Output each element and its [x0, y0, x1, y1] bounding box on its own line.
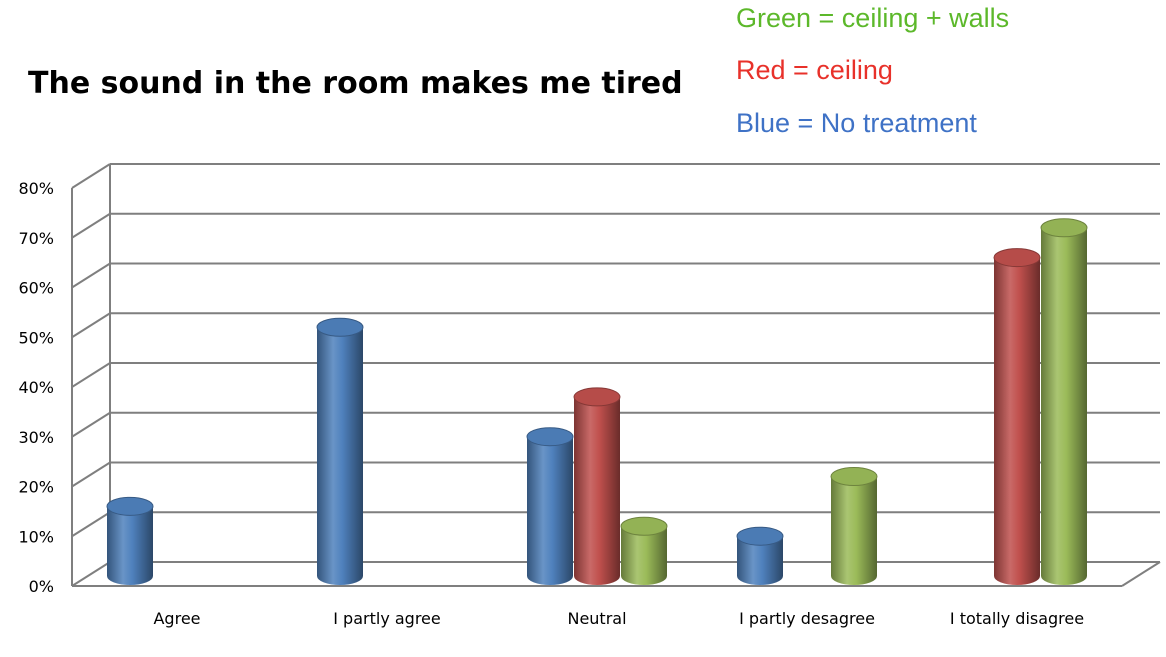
bar: [993, 248, 1041, 585]
y-tick-label: 50%: [18, 328, 54, 347]
y-axis-tick-labels: 0% 10% 20% 30% 40% 50% 60% 70% 80%: [18, 179, 54, 596]
gridline: [71, 163, 1160, 189]
gridline: [71, 511, 1160, 538]
y-tick-label: 40%: [18, 378, 54, 397]
legend-blue-note: Blue = No treatment: [736, 108, 977, 138]
x-tick-label: Agree: [153, 609, 200, 628]
legend-green-note: Green = ceiling + walls: [736, 3, 1010, 33]
gridline: [71, 262, 1160, 289]
x-tick-label: Neutral: [567, 609, 626, 628]
x-tick-label: I partly desagree: [739, 609, 875, 628]
x-tick-label: I partly agree: [333, 609, 441, 628]
y-tick-label: 20%: [18, 478, 54, 497]
y-tick-label: 70%: [18, 229, 54, 248]
y-tick-label: 10%: [18, 527, 54, 546]
bar: [316, 317, 364, 585]
y-tick-label: 30%: [18, 428, 54, 447]
y-tick-label: 80%: [18, 179, 54, 198]
floor-right-edge: [1121, 561, 1161, 587]
gridline: [71, 411, 1160, 438]
chart-title: The sound in the room makes me tired: [28, 66, 683, 101]
gridline: [71, 312, 1160, 339]
x-axis-tick-labels: Agree I partly agree Neutral I partly desag…: [153, 609, 1084, 628]
gridline: [71, 461, 1160, 488]
bars: [106, 218, 1088, 585]
bar: [1040, 218, 1088, 585]
bar: [573, 387, 621, 585]
gridline: [71, 212, 1160, 239]
bar: [830, 467, 878, 585]
gridline: [71, 362, 1160, 388]
y-tick-label: 60%: [18, 279, 54, 298]
bar: [526, 427, 574, 585]
bar: [620, 516, 668, 585]
y-tick-label: 0%: [29, 577, 54, 596]
x-tick-label: I totally disagree: [950, 609, 1084, 628]
bar: [106, 496, 154, 585]
legend-red-note: Red = ceiling: [736, 55, 893, 85]
bar: [736, 526, 784, 585]
